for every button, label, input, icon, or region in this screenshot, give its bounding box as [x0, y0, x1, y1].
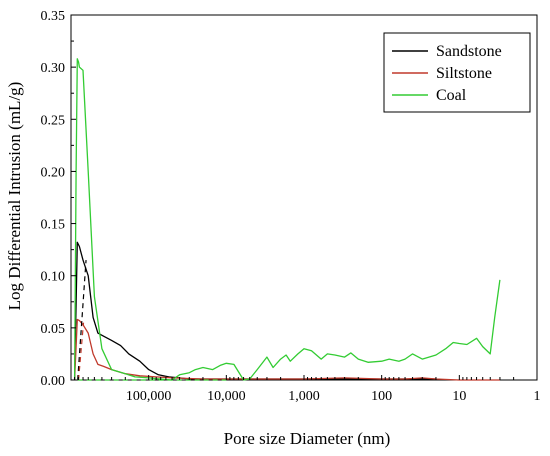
guide-layer [77, 260, 227, 381]
legend: Sandstone Siltstone Coal [383, 32, 531, 113]
legend-label-siltstone: Siltstone [436, 65, 492, 82]
x-tick-label: 100 [371, 389, 392, 404]
series-line-sandstone [73, 241, 436, 381]
dashed-guide-1 [77, 322, 85, 381]
x-axis: 100,000 10,000 1,000 100 10 1 [74, 375, 541, 404]
x-tick-label: 1,000 [288, 389, 320, 404]
y-tick-label: 0.10 [41, 270, 66, 285]
y-tick-label: 0.35 [41, 9, 66, 24]
x-tick-label: 1 [534, 389, 541, 404]
x-tick-label: 10,000 [207, 389, 246, 404]
legend-label-sandstone: Sandstone [436, 43, 502, 60]
legend-label-coal: Coal [436, 87, 467, 104]
dashed-guide-0 [77, 260, 87, 381]
y-tick-label: 0.15 [41, 218, 66, 233]
y-tick-label: 0.20 [41, 165, 66, 180]
x-axis-title: Pore size Diameter (nm) [224, 429, 391, 448]
y-tick-label: 0.25 [41, 113, 66, 128]
series-line-siltstone [73, 318, 500, 381]
y-tick-label: 0.00 [41, 374, 66, 389]
y-tick-label: 0.30 [41, 61, 66, 76]
series-line-coal [73, 58, 501, 381]
y-axis-title: Log Differential Intrusion (mL/g) [5, 82, 24, 311]
y-axis: 0.00 0.05 0.10 0.15 0.20 0.25 0.30 0.35 [41, 9, 76, 389]
y-tick-label: 0.05 [41, 322, 66, 337]
x-tick-label: 10 [452, 389, 466, 404]
x-tick-label: 100,000 [126, 389, 172, 404]
